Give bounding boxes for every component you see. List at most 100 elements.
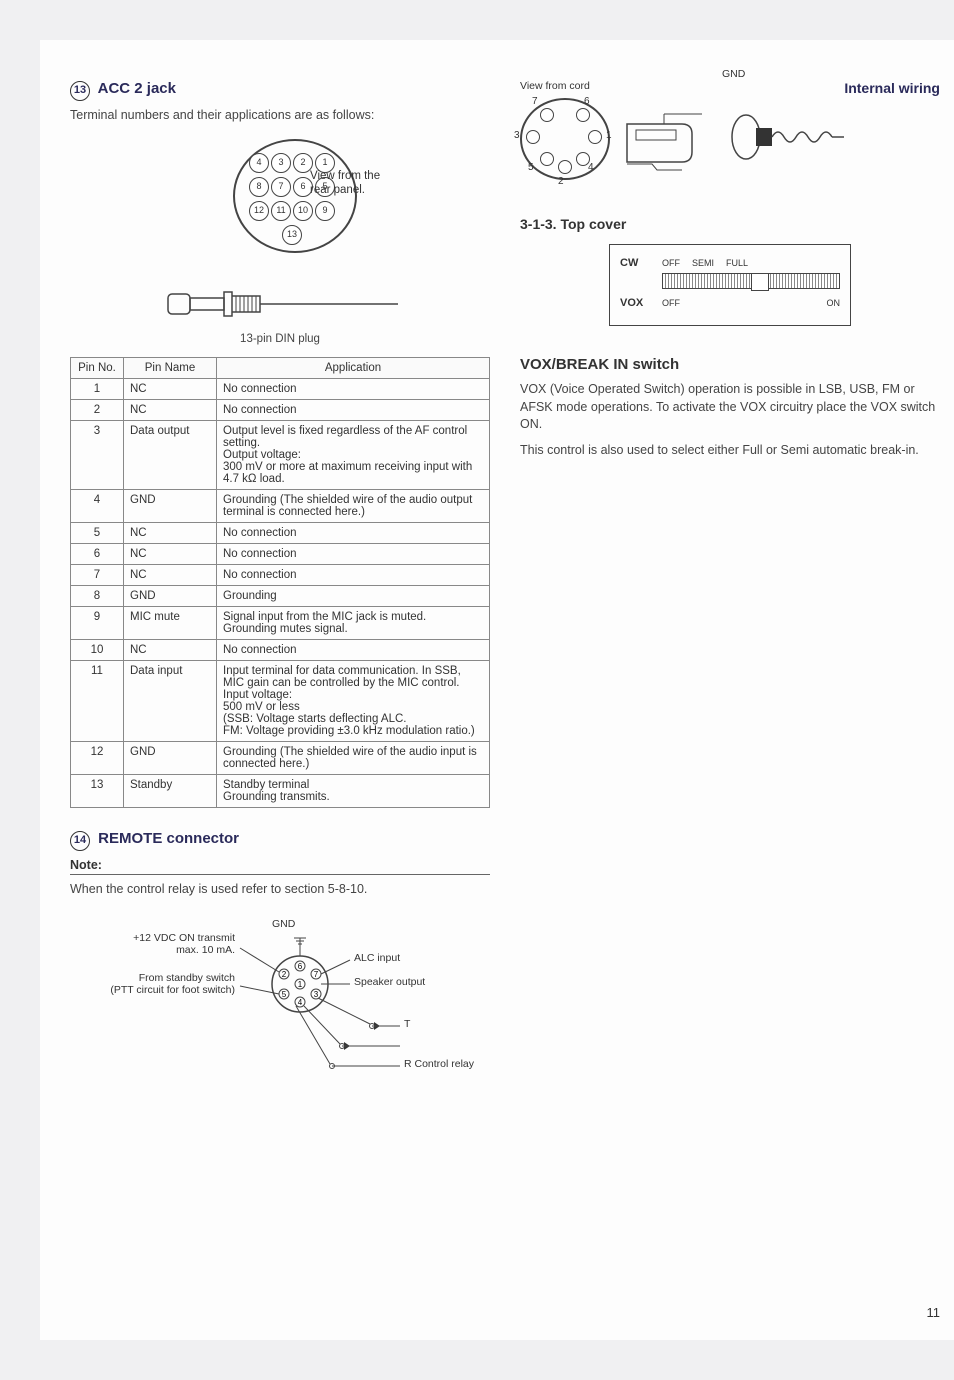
cell-pin-no: 4: [71, 489, 124, 522]
seven-pin-circle: 1 2 3 4 5 6 7: [520, 98, 610, 180]
cell-application: Grounding (The shielded wire of the audi…: [217, 741, 490, 774]
cell-pin-name: MIC mute: [124, 606, 217, 639]
cw-semi: SEMI: [692, 258, 714, 268]
table-row: 2NCNo connection: [71, 399, 490, 420]
din-diagram: 1 2 3 4 5 6 7 8 9 10 11 12 13 View from …: [140, 139, 420, 266]
remote-label-spk: Speaker output: [354, 976, 425, 988]
vox-off: OFF: [662, 298, 680, 308]
th-pin-name: Pin Name: [124, 357, 217, 378]
remote-heading-number: 14: [70, 831, 90, 851]
table-row: 12GNDGrounding (The shielded wire of the…: [71, 741, 490, 774]
intro-text: Terminal numbers and their applications …: [70, 107, 490, 125]
cell-pin-no: 13: [71, 774, 124, 807]
cw-switch-track[interactable]: [662, 273, 840, 289]
vox-paragraph-2: This control is also used to select eith…: [520, 442, 940, 460]
table-row: 10NCNo connection: [71, 639, 490, 660]
cell-application: Input terminal for data communication. I…: [217, 660, 490, 741]
cell-pin-name: NC: [124, 378, 217, 399]
cell-pin-name: NC: [124, 564, 217, 585]
cell-pin-name: Standby: [124, 774, 217, 807]
cell-pin-no: 10: [71, 639, 124, 660]
svg-text:3: 3: [314, 990, 319, 999]
cw-label: CW: [620, 257, 650, 269]
svg-text:4: 4: [298, 998, 303, 1007]
remote-label-t: T: [404, 1018, 410, 1030]
cell-pin-no: 11: [71, 660, 124, 741]
pin-table: Pin No. Pin Name Application 1NCNo conne…: [70, 357, 490, 808]
table-row: 4GNDGrounding (The shielded wire of the …: [71, 489, 490, 522]
note-text: When the control relay is used refer to …: [70, 881, 490, 899]
cell-application: Signal input from the MIC jack is muted.…: [217, 606, 490, 639]
plug-caption: 13-pin DIN plug: [70, 333, 490, 345]
remote-label-12v: +12 VDC ON transmit max. 10 mA.: [80, 932, 235, 956]
page-number: 11: [927, 1305, 941, 1320]
remote-label-gnd: GND: [272, 918, 295, 930]
internal-wiring-diagram: GND: [622, 102, 940, 175]
heading-number: 13: [70, 81, 90, 101]
svg-text:1: 1: [298, 980, 303, 989]
table-row: 1NCNo connection: [71, 378, 490, 399]
acc2-heading: 13 ACC 2 jack: [70, 80, 490, 101]
table-row: 8GNDGrounding: [71, 585, 490, 606]
cell-pin-name: NC: [124, 399, 217, 420]
cell-pin-no: 8: [71, 585, 124, 606]
cw-off: OFF: [662, 258, 680, 268]
din-view-label: View from the rear panel.: [310, 169, 410, 199]
remote-heading: 14 REMOTE connector: [70, 830, 490, 851]
cell-pin-no: 5: [71, 522, 124, 543]
cell-pin-no: 2: [71, 399, 124, 420]
table-row: 13StandbyStandby terminal Grounding tran…: [71, 774, 490, 807]
cell-pin-no: 9: [71, 606, 124, 639]
th-application: Application: [217, 357, 490, 378]
cell-pin-name: NC: [124, 639, 217, 660]
vox-heading: VOX/BREAK IN switch: [520, 356, 940, 373]
cell-pin-name: GND: [124, 489, 217, 522]
cell-pin-no: 12: [71, 741, 124, 774]
cell-pin-name: NC: [124, 543, 217, 564]
cell-application: No connection: [217, 564, 490, 585]
cell-application: Grounding (The shielded wire of the audi…: [217, 489, 490, 522]
cell-pin-no: 1: [71, 378, 124, 399]
note-label: Note:: [70, 858, 102, 872]
vox-label: VOX: [620, 297, 650, 309]
cell-pin-no: 6: [71, 543, 124, 564]
vox-paragraph-1: VOX (Voice Operated Switch) operation is…: [520, 381, 940, 434]
cell-application: No connection: [217, 378, 490, 399]
table-row: 7NCNo connection: [71, 564, 490, 585]
cell-pin-name: Data output: [124, 420, 217, 489]
remote-heading-text: REMOTE connector: [98, 830, 239, 847]
cell-application: Output level is fixed regardless of the …: [217, 420, 490, 489]
top-cover-title: 3-1-3. Top cover: [520, 216, 940, 232]
view-from-cord: View from cord: [520, 80, 610, 92]
cell-pin-no: 3: [71, 420, 124, 489]
remote-label-alc: ALC input: [354, 952, 400, 964]
cell-pin-name: GND: [124, 741, 217, 774]
cell-application: Standby terminal Grounding transmits.: [217, 774, 490, 807]
cell-application: No connection: [217, 522, 490, 543]
cell-application: Grounding: [217, 585, 490, 606]
internal-wiring-title: Internal wiring: [622, 80, 940, 96]
table-row: 11Data inputInput terminal for data comm…: [71, 660, 490, 741]
table-row: 3Data outputOutput level is fixed regard…: [71, 420, 490, 489]
svg-text:6: 6: [298, 962, 303, 971]
table-row: 6NCNo connection: [71, 543, 490, 564]
heading-text: ACC 2 jack: [98, 80, 176, 97]
vox-on: ON: [827, 298, 841, 308]
cell-pin-name: GND: [124, 585, 217, 606]
cw-full: FULL: [726, 258, 748, 268]
remote-label-standby: From standby switch (PTT circuit for foo…: [70, 972, 235, 996]
cell-application: No connection: [217, 399, 490, 420]
cell-application: No connection: [217, 639, 490, 660]
plug-diagram: [70, 284, 490, 327]
cell-application: No connection: [217, 543, 490, 564]
svg-text:7: 7: [314, 970, 319, 979]
th-pin-no: Pin No.: [71, 357, 124, 378]
cell-pin-no: 7: [71, 564, 124, 585]
svg-text:5: 5: [282, 990, 287, 999]
remote-diagram: 6 7 3 4 5 2 1: [70, 914, 490, 1084]
table-row: 5NCNo connection: [71, 522, 490, 543]
cell-pin-name: Data input: [124, 660, 217, 741]
gnd-label: GND: [722, 68, 745, 80]
switch-box: CW OFF SEMI FULL VOX OFF ON: [609, 244, 851, 326]
svg-text:2: 2: [282, 970, 287, 979]
